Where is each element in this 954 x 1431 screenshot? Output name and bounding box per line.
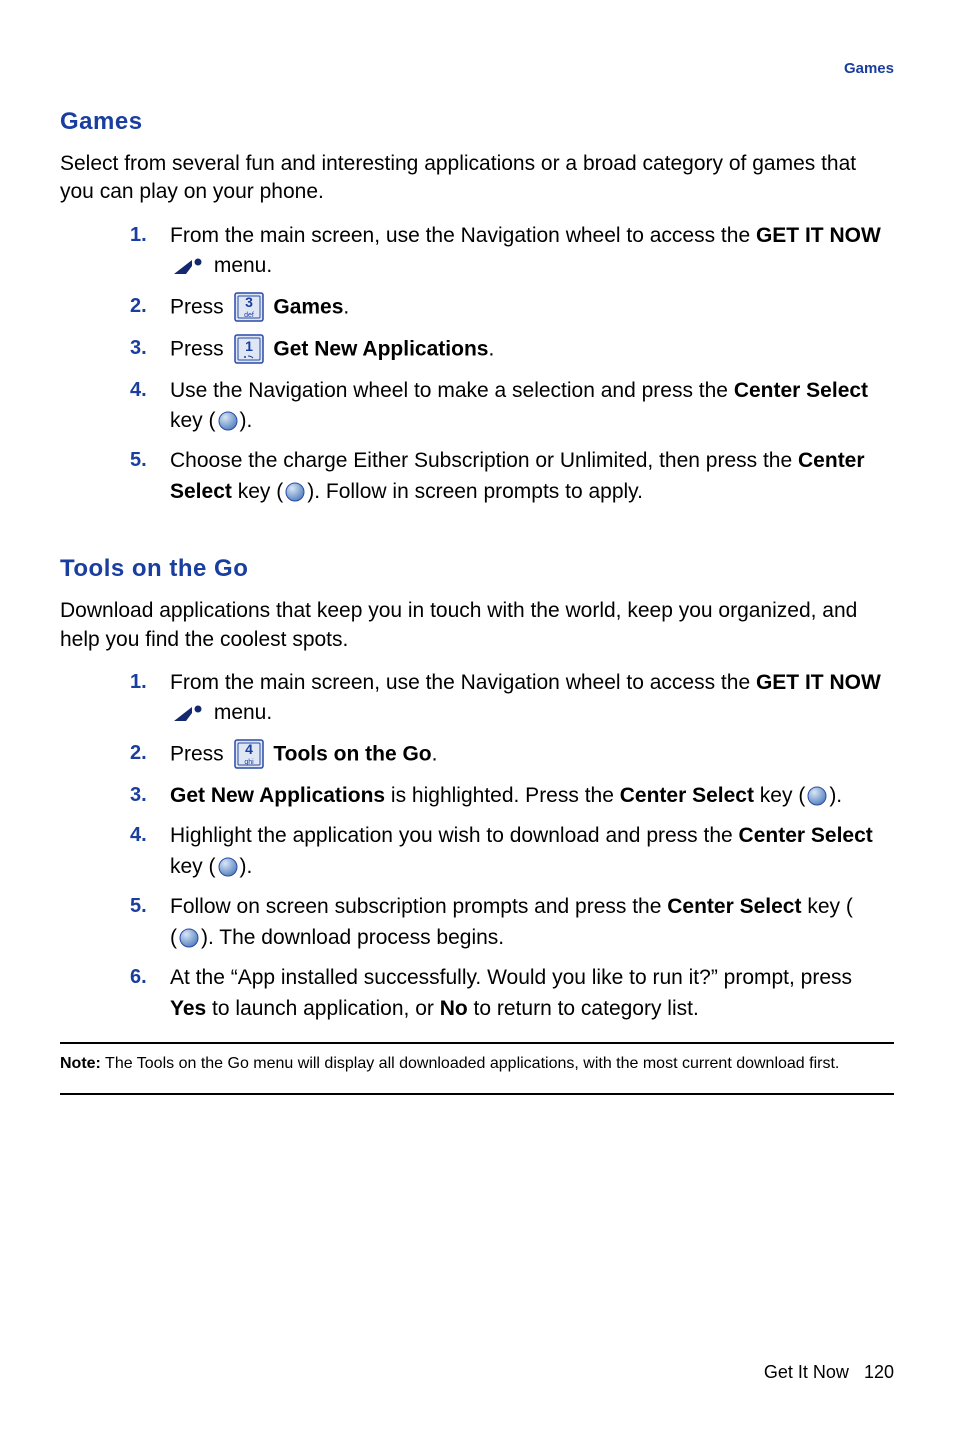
step-text: Press xyxy=(170,742,230,765)
step-text: to launch application, or xyxy=(206,997,439,1020)
center-select-icon xyxy=(217,856,239,878)
keycap-4-icon: 4 ghi xyxy=(234,739,264,769)
step-text: key ( xyxy=(801,895,852,918)
step-bold: GET IT NOW xyxy=(756,224,881,247)
svg-text:4: 4 xyxy=(245,741,253,757)
tools-step-3: 3. Get New Applications is highlighted. … xyxy=(130,781,894,811)
step-text: From the main screen, use the Navigation… xyxy=(170,671,756,694)
svg-text:def: def xyxy=(244,312,254,319)
step-text: key ( xyxy=(170,409,216,432)
step-bold: Games xyxy=(273,295,343,318)
header-section-label: Games xyxy=(844,60,894,77)
tools-step-1: 1. From the main screen, use the Navigat… xyxy=(130,668,894,729)
svg-text:1: 1 xyxy=(245,338,253,354)
games-intro: Select from several fun and interesting … xyxy=(60,150,894,207)
step-text: Press xyxy=(170,295,230,318)
step-number: 3. xyxy=(130,781,147,810)
keycap-1-icon: 1 xyxy=(234,334,264,364)
step-number: 2. xyxy=(130,739,147,768)
step-bold: Yes xyxy=(170,997,206,1020)
games-heading: Games xyxy=(60,108,894,136)
step-text: Highlight the application you wish to do… xyxy=(170,824,739,847)
center-select-icon xyxy=(806,785,828,807)
step-number: 3. xyxy=(130,334,147,363)
footer-section: Get It Now xyxy=(764,1362,849,1382)
note-divider-bottom xyxy=(60,1093,894,1095)
keycap-3-icon: 3 def xyxy=(234,292,264,322)
step-text: ). xyxy=(240,409,253,432)
step-bold: Center Select xyxy=(620,784,754,807)
step-text: . xyxy=(488,337,494,360)
center-select-icon xyxy=(217,410,239,432)
step-text: menu. xyxy=(208,254,272,277)
step-bold: Center Select xyxy=(667,895,801,918)
step-text: . xyxy=(432,742,438,765)
step-number: 1. xyxy=(130,668,147,697)
step-text: Use the Navigation wheel to make a selec… xyxy=(170,379,734,402)
svg-text:3: 3 xyxy=(245,294,253,310)
step-number: 5. xyxy=(130,446,147,475)
tools-step-6: 6. At the “App installed successfully. W… xyxy=(130,963,894,1024)
step-text: is highlighted. Press the xyxy=(385,784,620,807)
step-bold: Tools on the Go xyxy=(273,742,431,765)
tools-step-4: 4. Highlight the application you wish to… xyxy=(130,821,894,882)
step-number: 5. xyxy=(130,892,147,921)
footer-page: 120 xyxy=(864,1362,894,1382)
step-text: Press xyxy=(170,337,230,360)
note-label: Note: xyxy=(60,1055,101,1072)
step-bold: Get New Applications xyxy=(170,784,385,807)
step-text: . xyxy=(343,295,349,318)
tools-step-2: 2. Press 4 ghi Tools on the Go. xyxy=(130,739,894,771)
step-text: At the “App installed successfully. Woul… xyxy=(170,966,852,989)
note-body: The Tools on the Go menu will display al… xyxy=(101,1055,839,1072)
games-steps: 1. From the main screen, use the Navigat… xyxy=(60,221,894,508)
note-text: Note: The Tools on the Go menu will disp… xyxy=(60,1054,894,1075)
step-text: to return to category list. xyxy=(468,997,699,1020)
tools-steps: 1. From the main screen, use the Navigat… xyxy=(60,668,894,1024)
games-step-3: 3. Press 1 Get New Applications. xyxy=(130,334,894,366)
step-number: 1. xyxy=(130,221,147,250)
svg-text:ghi: ghi xyxy=(244,759,254,766)
tools-step-5: 5. Follow on screen subscription prompts… xyxy=(130,892,894,953)
step-text: ). The download process begins. xyxy=(201,926,504,949)
step-bold: GET IT NOW xyxy=(756,671,881,694)
get-it-now-icon xyxy=(172,256,206,278)
step-number: 2. xyxy=(130,292,147,321)
page-footer: Get It Now 120 xyxy=(764,1362,894,1383)
note-divider-top xyxy=(60,1042,894,1044)
step-number: 4. xyxy=(130,376,147,405)
get-it-now-icon xyxy=(172,703,206,725)
step-bold: Get New Applications xyxy=(273,337,488,360)
step-text: key ( xyxy=(170,855,216,878)
center-select-icon xyxy=(284,481,306,503)
center-select-icon xyxy=(178,927,200,949)
games-step-5: 5. Choose the charge Either Subscription… xyxy=(130,446,894,507)
step-bold: Center Select xyxy=(734,379,868,402)
games-step-1: 1. From the main screen, use the Navigat… xyxy=(130,221,894,282)
step-text: key ( xyxy=(232,480,283,503)
step-text: Follow on screen subscription prompts an… xyxy=(170,895,667,918)
step-number: 6. xyxy=(130,963,147,992)
step-bold: No xyxy=(440,997,468,1020)
step-text: ). xyxy=(829,784,842,807)
step-text: ). Follow in screen prompts to apply. xyxy=(307,480,643,503)
games-step-2: 2. Press 3 def Games. xyxy=(130,292,894,324)
tools-heading: Tools on the Go xyxy=(60,555,894,583)
tools-intro: Download applications that keep you in t… xyxy=(60,597,894,654)
step-number: 4. xyxy=(130,821,147,850)
step-text: From the main screen, use the Navigation… xyxy=(170,224,756,247)
step-text: Choose the charge Either Subscription or… xyxy=(170,449,798,472)
step-text: menu. xyxy=(208,701,272,724)
step-text: key ( xyxy=(754,784,805,807)
step-text: ). xyxy=(240,855,253,878)
step-bold: Center Select xyxy=(739,824,873,847)
games-step-4: 4. Use the Navigation wheel to make a se… xyxy=(130,376,894,437)
